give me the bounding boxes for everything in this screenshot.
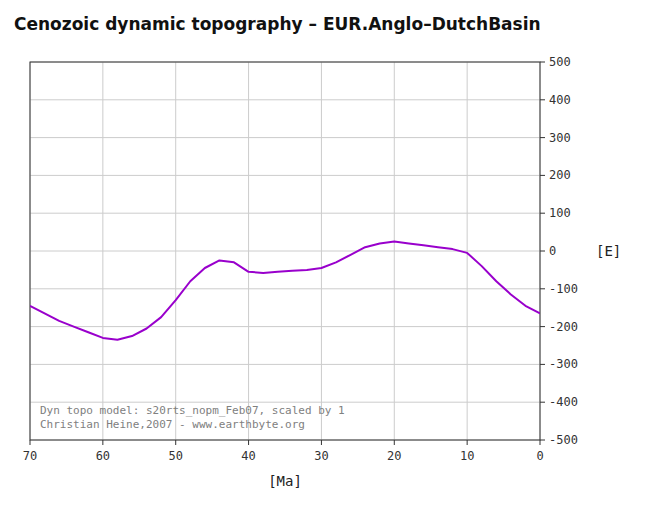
plot-frame	[30, 62, 540, 440]
y-grid-line	[30, 288, 540, 289]
x-tick	[394, 440, 395, 445]
x-tick-label: 0	[536, 449, 543, 463]
y-tick	[540, 288, 545, 289]
series-line	[30, 242, 540, 340]
y-tick	[540, 440, 545, 441]
y-tick	[540, 137, 545, 138]
y-grid-line	[30, 175, 540, 176]
data-layer	[30, 242, 540, 340]
x-tick-label: 30	[314, 449, 328, 463]
x-axis-label: [Ma]	[268, 473, 302, 489]
y-tick	[540, 251, 545, 252]
y-tick-label: 200	[549, 168, 571, 182]
title: Cenozoic dynamic topography – EUR.Anglo–…	[14, 14, 541, 34]
y-tick	[540, 62, 545, 63]
y-tick	[540, 99, 545, 100]
y-grid-line	[30, 364, 540, 365]
x-tick	[30, 440, 31, 445]
y-tick	[540, 213, 545, 214]
y-tick-label: -400	[549, 395, 578, 409]
x-tick	[175, 440, 176, 445]
y-tick	[540, 402, 545, 403]
y-tick-label: -200	[549, 320, 578, 334]
y-tick-label: 400	[549, 93, 571, 107]
x-tick	[540, 440, 541, 445]
chart: 706050403020100-500-400-300-200-10001002…	[0, 0, 651, 515]
x-tick-label: 50	[168, 449, 182, 463]
x-tick-label: 20	[387, 449, 401, 463]
y-grid-line	[30, 402, 540, 403]
annotation: Dyn topo model: s20rts_nopm_Feb07, scale…	[40, 404, 345, 417]
y-grid-line	[30, 137, 540, 138]
y-tick-label: 100	[549, 206, 571, 220]
annotation: Christian Heine,2007 - www.earthbyte.org	[40, 418, 305, 431]
y-tick-label: -100	[549, 282, 578, 296]
y-grid-line	[30, 213, 540, 214]
grid	[30, 62, 540, 440]
chart-container: 706050403020100-500-400-300-200-10001002…	[0, 0, 651, 515]
x-tick-label: 10	[460, 449, 474, 463]
x-tick-label: 40	[241, 449, 255, 463]
y-tick-label: -300	[549, 357, 578, 371]
x-tick	[102, 440, 103, 445]
x-tick	[321, 440, 322, 445]
y-tick	[540, 364, 545, 365]
y-tick-label: -500	[549, 433, 578, 447]
x-tick-label: 70	[23, 449, 37, 463]
y-tick-label: 0	[549, 244, 556, 258]
x-tick	[248, 440, 249, 445]
y-grid-line	[30, 99, 540, 100]
y-tick-label: 500	[549, 55, 571, 69]
y-tick	[540, 175, 545, 176]
y-tick-label: 300	[549, 131, 571, 145]
x-tick-label: 60	[96, 449, 110, 463]
plot-background	[30, 62, 540, 440]
x-tick	[467, 440, 468, 445]
y-axis-label: [E]	[596, 243, 621, 259]
y-grid-line	[30, 326, 540, 327]
y-tick	[540, 326, 545, 327]
